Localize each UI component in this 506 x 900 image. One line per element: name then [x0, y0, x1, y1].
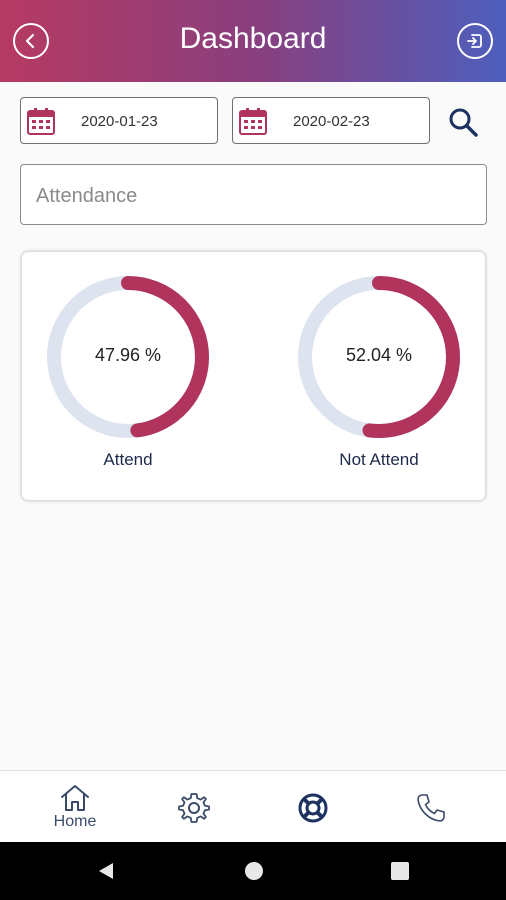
nav-phone[interactable]: [391, 771, 471, 843]
report-type-select[interactable]: Attendance: [20, 164, 487, 225]
gear-icon: [178, 793, 210, 823]
not-attend-percent: 52.04 %: [345, 345, 413, 365]
not-attend-arc: [298, 276, 460, 438]
search-icon[interactable]: [447, 106, 479, 138]
system-nav-bar: [0, 842, 506, 900]
home-icon: [61, 785, 89, 811]
not-attend-label: Not Attend: [339, 450, 419, 469]
attend-arc: [47, 276, 209, 438]
phone-icon: [417, 794, 445, 822]
system-home-icon[interactable]: [244, 861, 264, 881]
logout-button[interactable]: [457, 23, 493, 59]
system-recents-icon[interactable]: [390, 861, 410, 881]
date-from-field[interactable]: 2020-01-23: [20, 97, 218, 144]
calendar-icon: [239, 108, 267, 135]
back-button[interactable]: [13, 23, 49, 59]
bottom-nav: Home: [0, 770, 506, 842]
nav-home[interactable]: Home: [35, 771, 115, 843]
date-to-field[interactable]: 2020-02-23: [232, 97, 430, 144]
not-attend-donut: 52.04 %: [296, 274, 462, 440]
page-title: Dashboard: [179, 22, 327, 55]
nav-help[interactable]: [273, 771, 353, 843]
calendar-icon: [27, 108, 55, 135]
lifebuoy-icon: [298, 793, 328, 823]
attend-percent: 47.96 %: [94, 345, 162, 365]
nav-home-label: Home: [53, 813, 97, 830]
attend-label: Attend: [103, 450, 153, 469]
attend-donut: 47.96 %: [45, 274, 211, 440]
nav-settings[interactable]: [154, 771, 234, 843]
logout-icon: [467, 34, 482, 48]
app-header: Dashboard: [0, 0, 506, 82]
attendance-card: 47.96 % Attend 52.04 % Not Attend: [22, 252, 485, 500]
date-to-value: 2020-02-23: [293, 113, 370, 130]
date-from-value: 2020-01-23: [81, 113, 158, 130]
report-type-value: Attendance: [36, 185, 138, 207]
system-back-icon[interactable]: [96, 861, 116, 881]
chevron-left-icon: [25, 33, 35, 49]
